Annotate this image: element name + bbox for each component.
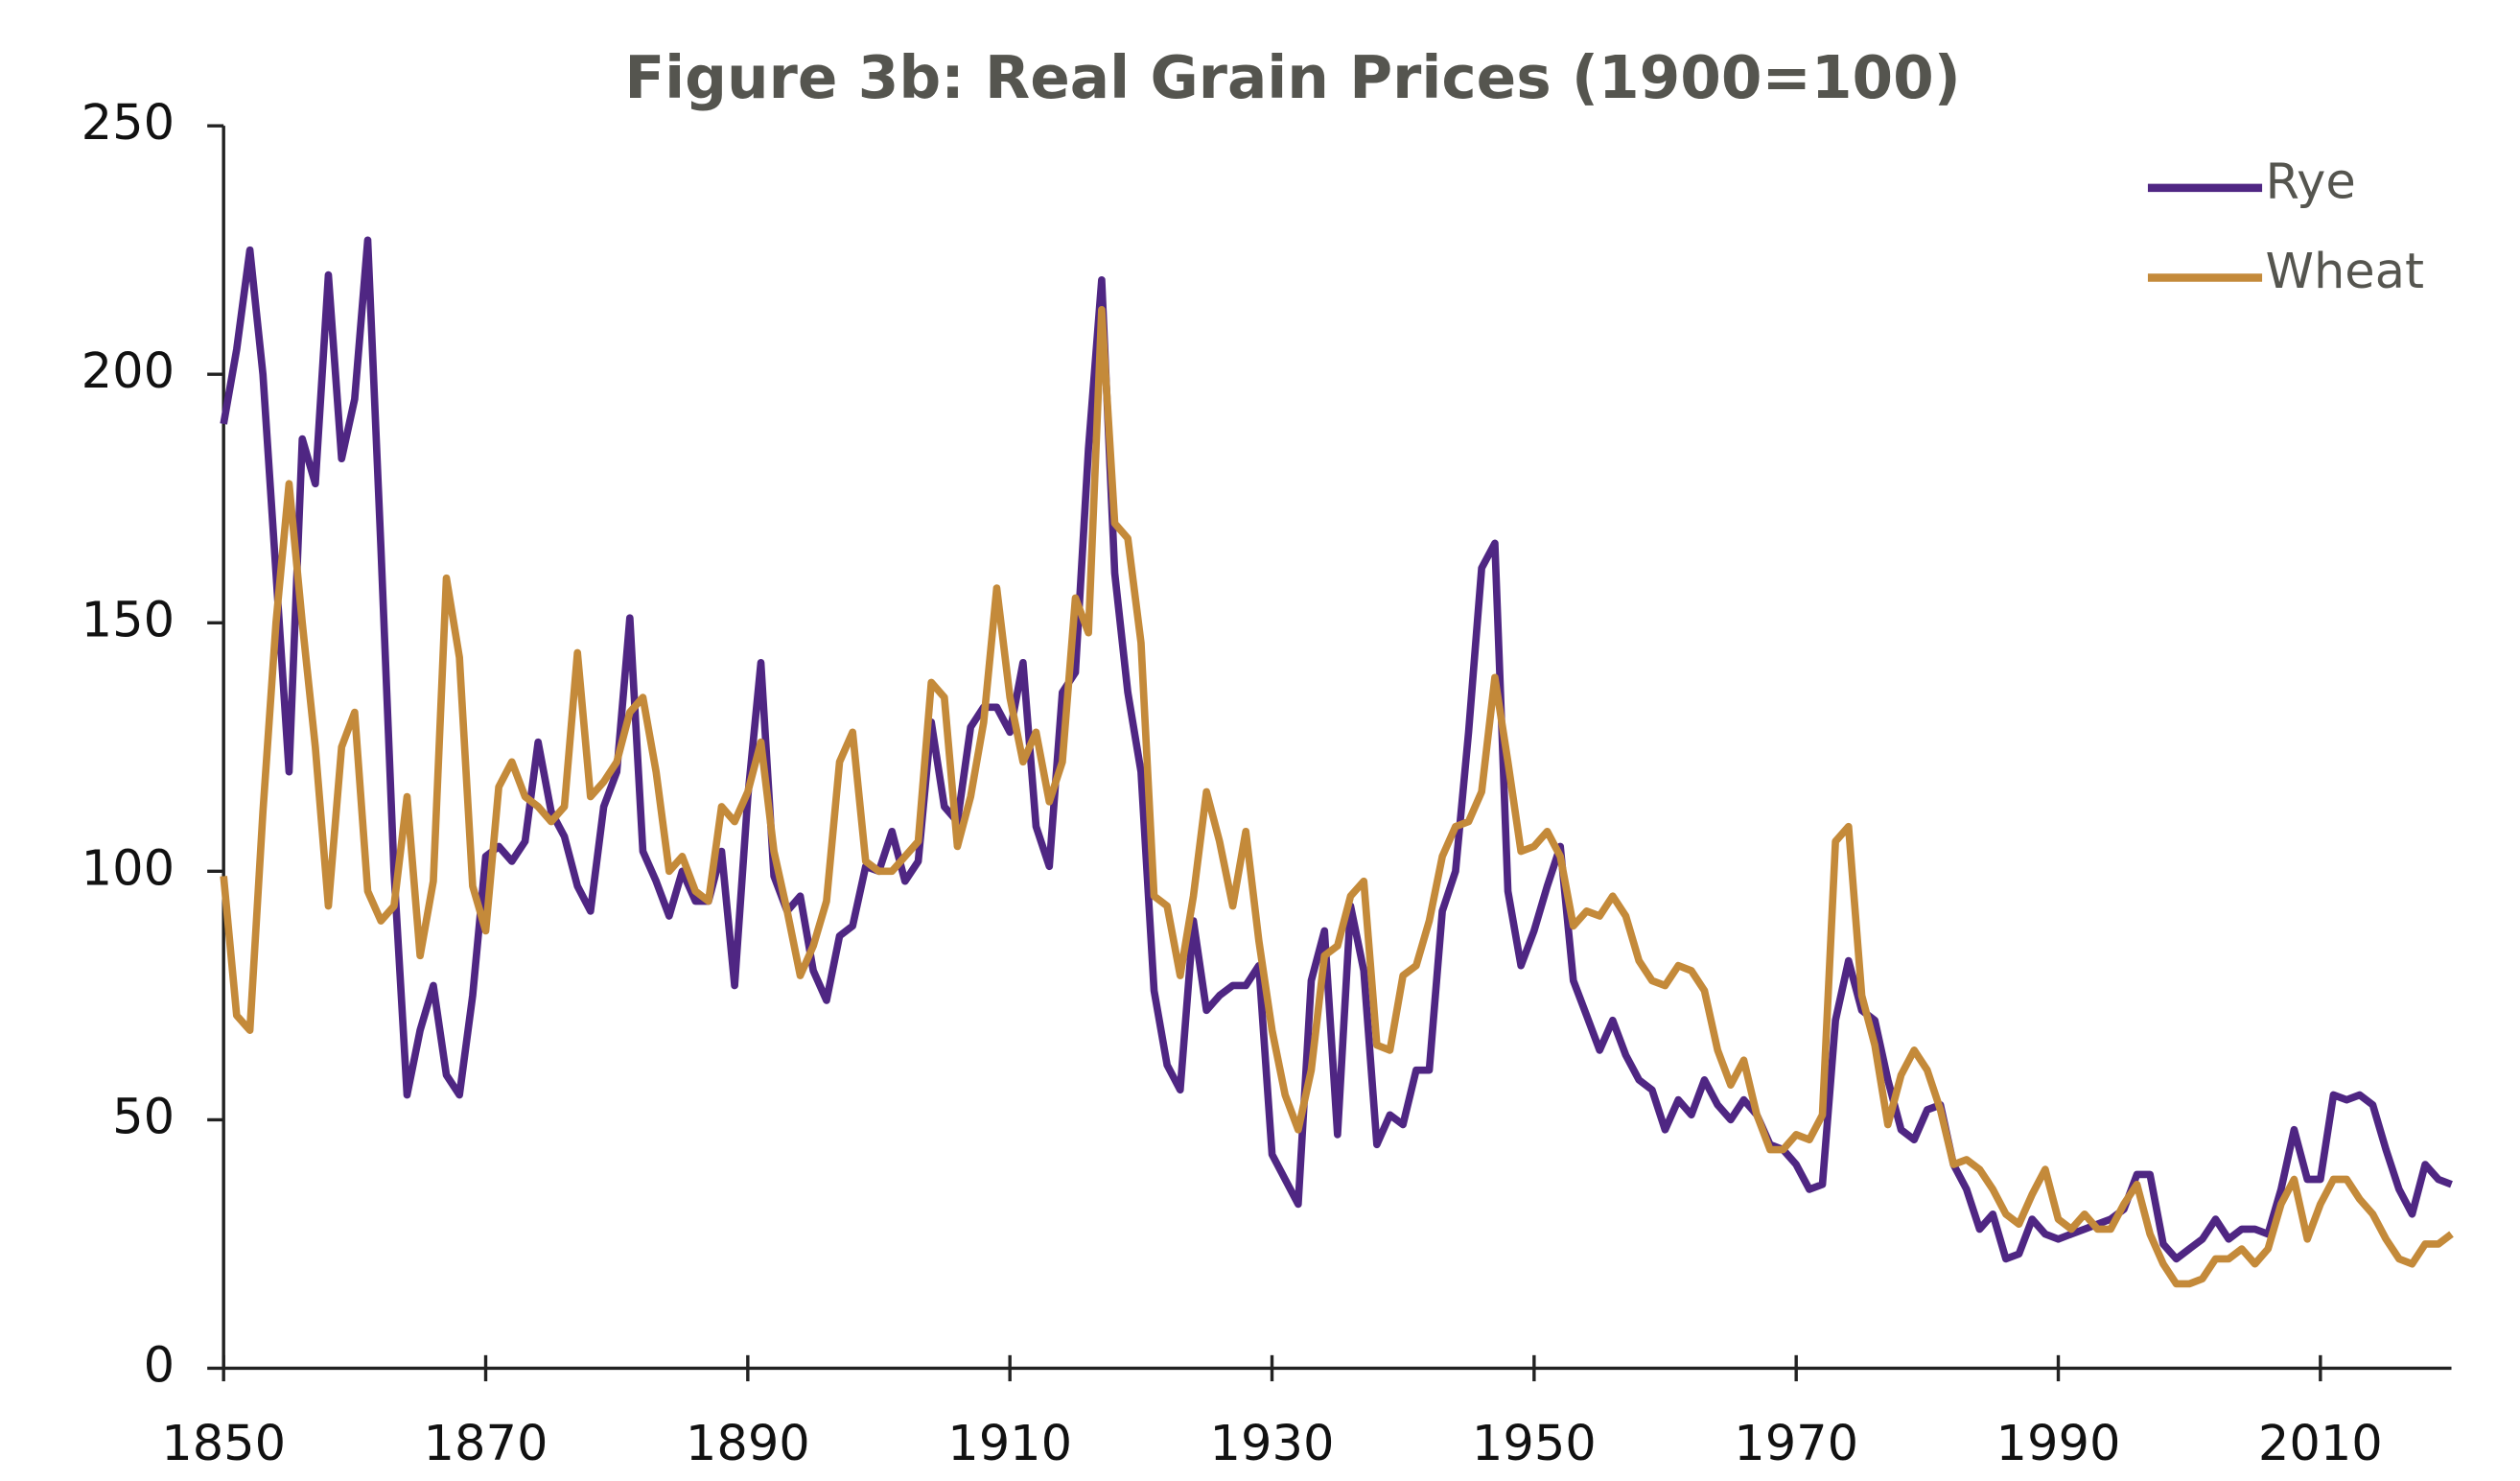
x-tick-label: 1890 [686,1416,810,1472]
y-tick-label: 100 [82,840,175,897]
legend-label: Wheat [2265,244,2424,300]
x-tick-label: 1910 [947,1416,1072,1472]
x-tick-label: 1970 [1734,1416,1858,1472]
line-series [220,236,2453,1263]
y-tick-label: 250 [82,95,175,152]
chart-title: Figure 3b: Real Grain Prices (1900=100) [624,44,1960,112]
y-tick-label: 0 [144,1337,175,1394]
y-tick-label: 150 [82,592,175,648]
x-tick-label: 2010 [2258,1416,2383,1472]
x-tick-label: 1990 [1996,1416,2121,1472]
x-tick-label: 1950 [1472,1416,1597,1472]
x-tick-label: 1870 [424,1416,548,1472]
x-tick-label: 1930 [1210,1416,1335,1472]
y-tick-label: 200 [82,343,175,400]
line-series [220,305,2454,1288]
x-tick-label: 1850 [161,1416,286,1472]
y-tick-label: 50 [112,1089,175,1145]
legend-label: Rye [2265,153,2355,210]
